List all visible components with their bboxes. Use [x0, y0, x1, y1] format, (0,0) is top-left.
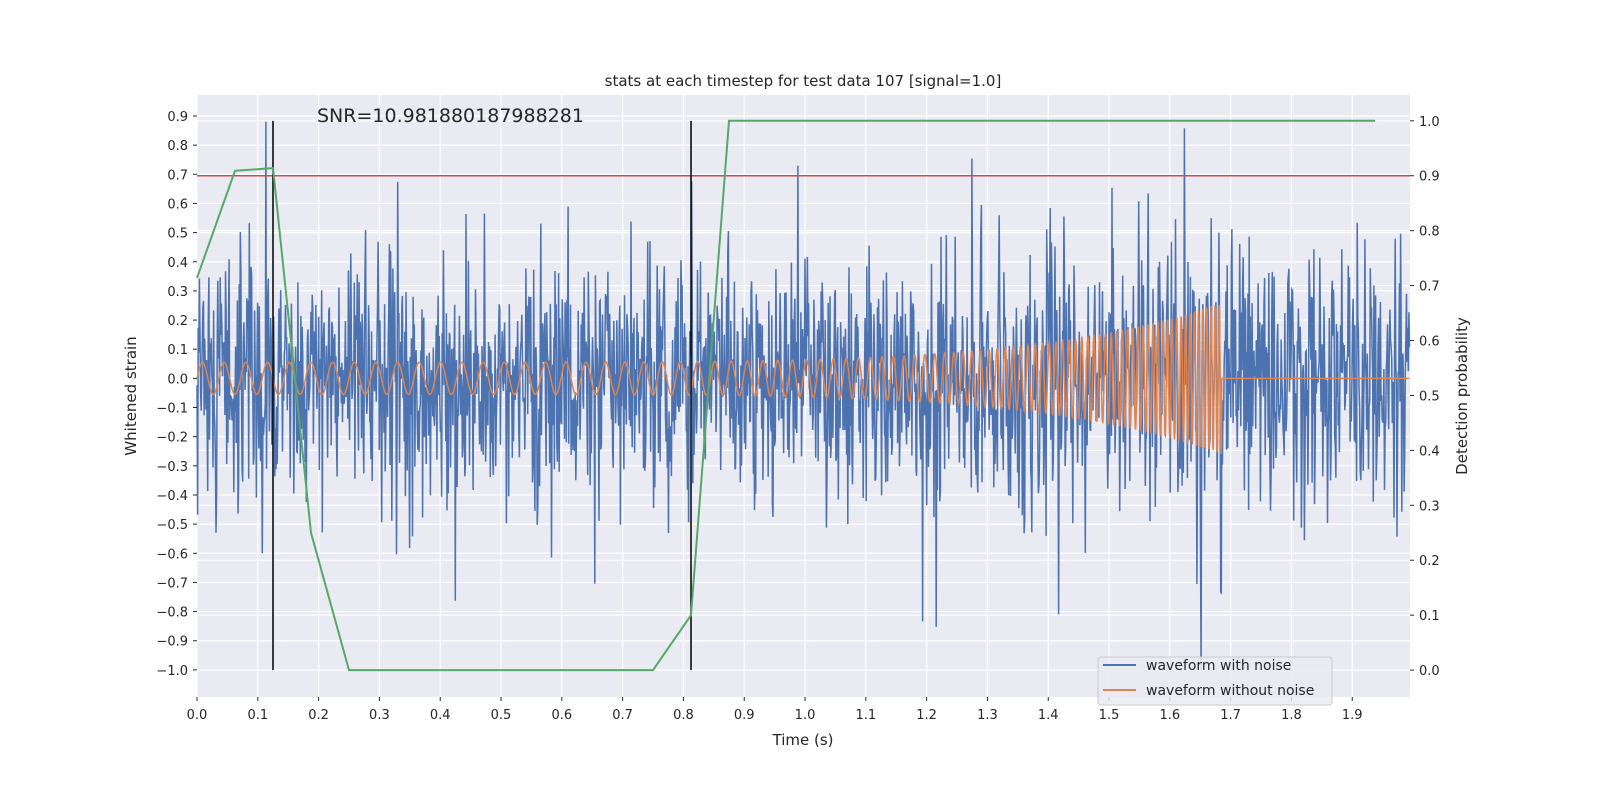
- y-tick-label-left: 0.4: [167, 256, 188, 271]
- y-tick-label-left: 0.7: [167, 168, 188, 183]
- y-tick-label-right: 0.4: [1419, 444, 1440, 459]
- x-tick-label: 0.5: [491, 708, 512, 723]
- ticks: 0.0 0.1 0.2 0.3 0.4 0.5 0.6 0.7 0.8 0.9 1.0 1.1 1.2 1…: [156, 110, 1439, 723]
- y-tick-label-left: −0.4: [156, 489, 188, 504]
- x-tick-label: 0.1: [247, 708, 268, 723]
- y-tick-label-left: −0.1: [156, 402, 188, 417]
- y-axis-label-left: Whitened strain: [122, 336, 140, 455]
- y-tick-label-right: 0.0: [1419, 664, 1440, 679]
- x-tick-label: 0.3: [369, 708, 390, 723]
- y-tick-label-left: 0.8: [167, 139, 188, 154]
- y-tick-label-left: −0.3: [156, 460, 188, 475]
- x-tick-label: 1.6: [1159, 708, 1180, 723]
- y-tick-label-right: 0.2: [1419, 554, 1440, 569]
- y-tick-label-right: 1.0: [1419, 115, 1440, 130]
- legend-box: [1097, 656, 1333, 706]
- y-tick-label-left: −0.6: [156, 547, 188, 562]
- chart-title: stats at each timestep for test data 107…: [605, 72, 1002, 90]
- line-waveform-without-noise: [196, 304, 1410, 455]
- snr-annotation: SNR=10.981880187988281: [317, 105, 584, 127]
- y-tick-label-right: 0.8: [1419, 225, 1440, 240]
- x-tick-label: 0.9: [734, 708, 755, 723]
- x-tick-label: 1.8: [1281, 708, 1302, 723]
- y-tick-label-right: 0.5: [1419, 389, 1440, 404]
- y-tick-label-left: −0.5: [156, 518, 188, 533]
- y-tick-label-left: 0.0: [167, 372, 188, 387]
- x-tick-label: 0.2: [308, 708, 329, 723]
- line-detection-probability: [196, 119, 1375, 672]
- y-tick-label-left: −1.0: [156, 664, 188, 679]
- x-tick-label: 1.7: [1220, 708, 1241, 723]
- y-tick-label-left: 0.9: [167, 110, 188, 125]
- y-tick-label-left: 0.3: [167, 285, 188, 300]
- y-tick-label-left: 0.1: [167, 343, 188, 358]
- y-tick-label-right: 0.3: [1419, 499, 1440, 514]
- legend-label-clean: waveform without noise: [1146, 683, 1314, 699]
- y-tick-label-left: −0.8: [156, 606, 188, 621]
- x-tick-label: 1.9: [1342, 708, 1363, 723]
- x-tick-label: 0.4: [430, 708, 451, 723]
- y-tick-label-right: 0.7: [1419, 280, 1440, 295]
- series-layer: [196, 119, 1411, 672]
- y-tick-label-right: 0.9: [1419, 170, 1440, 185]
- y-tick-label-left: −0.2: [156, 431, 188, 446]
- y-tick-label-left: −0.9: [156, 635, 188, 650]
- x-tick-label: 1.2: [916, 708, 937, 723]
- y-tick-label-right: 0.6: [1419, 335, 1440, 350]
- x-tick-label: 0.7: [612, 708, 633, 723]
- x-tick-label: 1.3: [977, 708, 998, 723]
- legend-label-noisy: waveform with noise: [1146, 658, 1291, 674]
- y-tick-label-left: −0.7: [156, 576, 188, 591]
- x-axis-label: Time (s): [772, 731, 834, 749]
- y-tick-label-left: 0.5: [167, 227, 188, 242]
- y-tick-label-left: 0.6: [167, 197, 188, 212]
- x-tick-label: 0.0: [187, 708, 208, 723]
- x-tick-label: 0.6: [551, 708, 572, 723]
- x-tick-label: 1.5: [1099, 708, 1120, 723]
- y-tick-label-right: 0.1: [1419, 609, 1440, 624]
- x-tick-label: 1.1: [855, 708, 876, 723]
- x-tick-label: 1.4: [1038, 708, 1059, 723]
- x-tick-label: 1.0: [795, 708, 816, 723]
- legend: waveform with noise waveform without noi…: [1097, 656, 1333, 706]
- y-axis-label-right: Detection probability: [1453, 317, 1471, 475]
- y-tick-label-left: 0.2: [167, 314, 188, 329]
- x-tick-label: 0.8: [673, 708, 694, 723]
